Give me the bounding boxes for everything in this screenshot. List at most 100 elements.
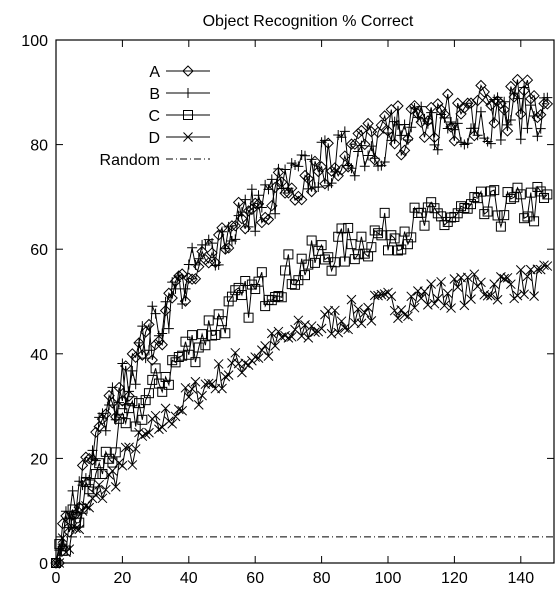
- data-point: [455, 108, 467, 120]
- data-point: [106, 397, 119, 409]
- data-point: [522, 271, 533, 282]
- data-point: [399, 309, 410, 320]
- data-point: [283, 333, 294, 343]
- legend-item-random: Random: [100, 152, 210, 169]
- data-point: [86, 453, 99, 466]
- data-point: [266, 174, 277, 185]
- data-point: [110, 447, 121, 458]
- data-point: [120, 418, 131, 429]
- data-point: [217, 383, 227, 394]
- data-point: [84, 475, 95, 486]
- x-tick-label: 40: [180, 570, 198, 587]
- y-tick-label: 80: [30, 138, 48, 155]
- data-point: [438, 108, 451, 120]
- data-point: [143, 345, 154, 356]
- data-point: [216, 222, 228, 234]
- data-point: [475, 186, 486, 197]
- data-point: [116, 395, 129, 407]
- data-point: [469, 269, 480, 280]
- x-tick-label: 0: [52, 570, 61, 587]
- data-point: [107, 457, 118, 468]
- data-point: [189, 273, 202, 285]
- data-point: [127, 365, 138, 376]
- data-point: [435, 104, 447, 116]
- data-point: [259, 211, 271, 224]
- data-point: [442, 288, 453, 299]
- data-point: [53, 557, 66, 569]
- data-point: [163, 379, 174, 390]
- data-point: [293, 315, 304, 326]
- data-point: [120, 399, 131, 410]
- data-point: [429, 203, 440, 214]
- x-tick-label: 60: [246, 570, 264, 587]
- legend-item-b: B: [149, 86, 210, 103]
- data-point: [183, 132, 193, 142]
- data-point: [210, 329, 221, 340]
- data-point: [207, 378, 217, 389]
- data-point: [239, 223, 251, 235]
- data-point: [345, 138, 358, 150]
- data-point: [452, 282, 463, 292]
- data-point: [379, 207, 390, 218]
- data-point: [486, 290, 496, 301]
- data-point: [63, 526, 75, 538]
- data-point: [485, 138, 496, 149]
- data-point: [508, 91, 520, 103]
- data-point: [541, 98, 554, 110]
- data-point: [176, 268, 188, 280]
- data-point: [300, 150, 310, 161]
- data-point: [452, 97, 464, 109]
- data-point: [293, 275, 304, 286]
- data-point: [313, 182, 324, 193]
- data-point: [117, 358, 128, 369]
- data-point: [323, 252, 334, 263]
- data-point: [515, 189, 526, 200]
- data-point: [362, 117, 374, 130]
- data-point: [87, 445, 98, 456]
- data-point: [415, 116, 427, 128]
- data-point: [293, 161, 304, 172]
- data-point: [140, 395, 151, 406]
- data-point: [475, 106, 486, 117]
- data-point: [485, 99, 497, 111]
- data-point: [405, 103, 417, 115]
- data-point: [157, 386, 168, 397]
- data-point: [276, 292, 287, 303]
- data-point: [356, 231, 367, 242]
- data-point: [57, 539, 68, 550]
- data-point: [515, 134, 526, 145]
- data-point: [396, 244, 407, 255]
- data-point: [509, 192, 520, 203]
- data-point: [280, 164, 291, 175]
- data-point: [535, 109, 547, 121]
- data-point: [369, 154, 381, 166]
- x-tick-label: 120: [441, 570, 468, 587]
- data-point: [295, 193, 308, 206]
- data-point: [97, 493, 108, 504]
- y-tick-label: 0: [39, 556, 48, 573]
- data-point: [349, 138, 361, 150]
- data-point: [363, 150, 374, 161]
- data-point: [426, 197, 437, 208]
- data-point: [160, 371, 171, 382]
- data-point: [359, 248, 370, 259]
- data-point: [163, 323, 174, 334]
- legend-item-c: C: [148, 108, 210, 125]
- data-point: [535, 186, 546, 197]
- data-point: [478, 86, 490, 98]
- series-line: [55, 185, 548, 564]
- data-point: [123, 390, 135, 402]
- data-point: [73, 501, 85, 513]
- data-point: [336, 132, 347, 143]
- data-point: [315, 161, 328, 173]
- data-point: [183, 392, 194, 402]
- data-point: [154, 424, 164, 435]
- data-point: [127, 460, 138, 470]
- data-point: [386, 291, 397, 302]
- data-point: [532, 131, 543, 142]
- data-point: [133, 337, 145, 349]
- data-point: [336, 316, 347, 327]
- data-point: [170, 357, 181, 368]
- data-point: [316, 323, 327, 334]
